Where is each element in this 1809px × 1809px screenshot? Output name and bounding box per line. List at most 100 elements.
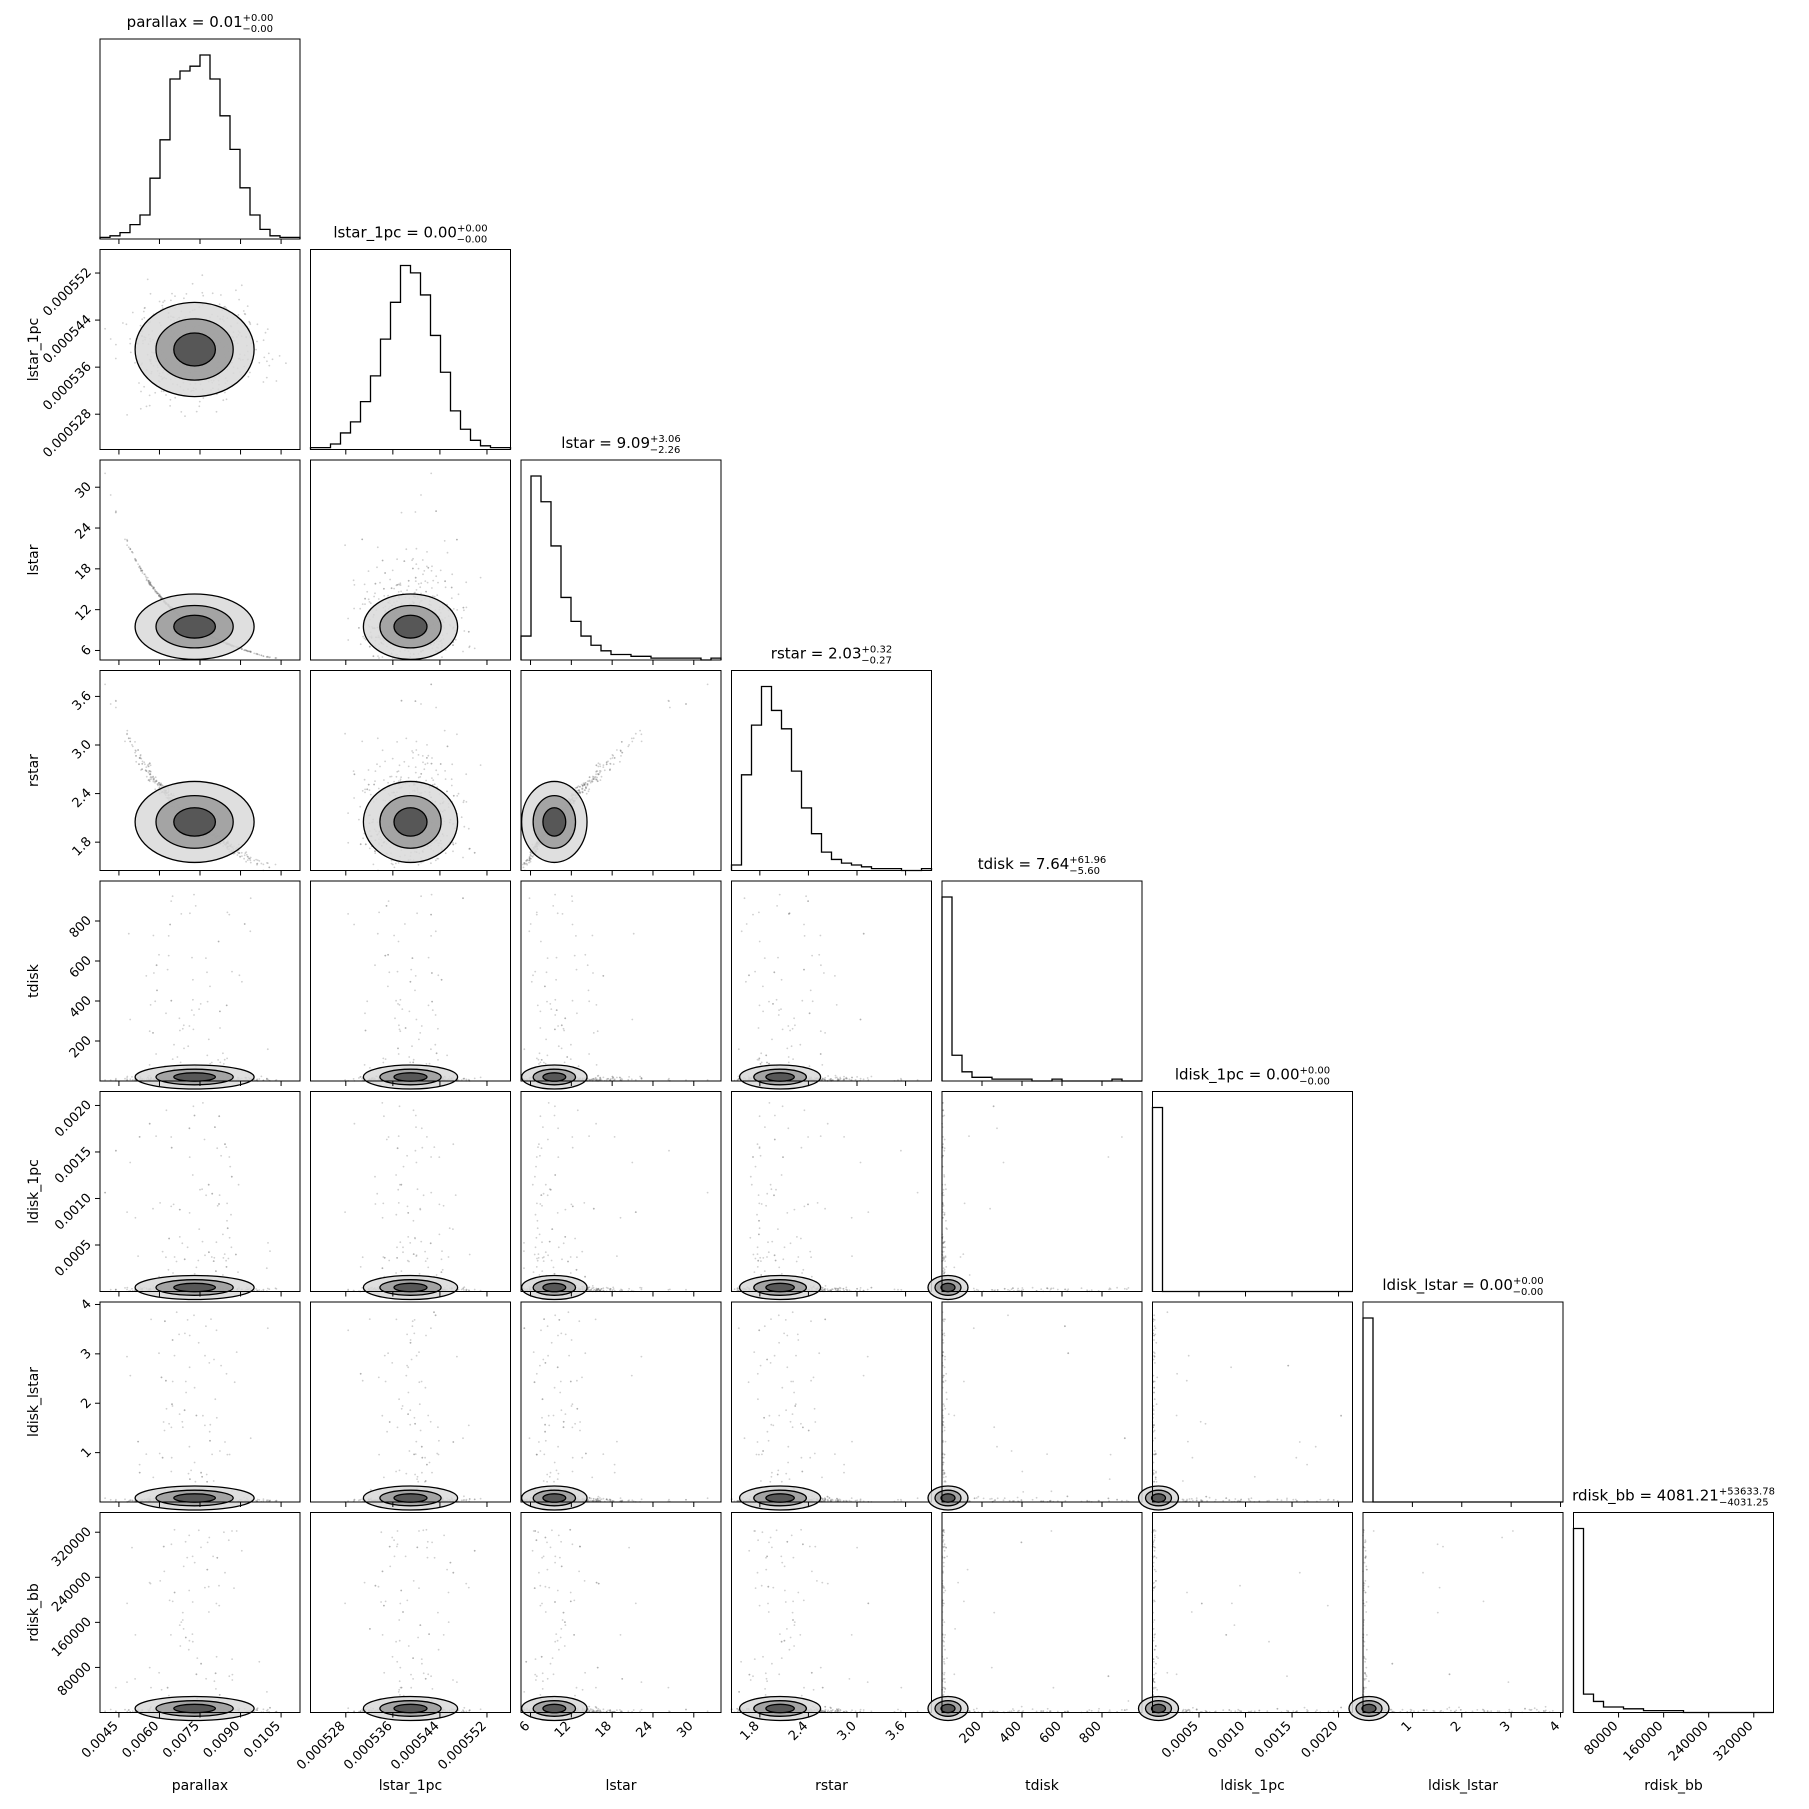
sample-point bbox=[379, 765, 381, 768]
sample-point bbox=[597, 765, 600, 768]
panel-title-parallax: parallax = 0.01+0.00 −0.00 bbox=[127, 13, 274, 35]
density-contour bbox=[173, 807, 217, 837]
sample-point bbox=[226, 911, 229, 914]
sample-point bbox=[387, 594, 389, 597]
sample-point bbox=[381, 559, 384, 562]
sample-point bbox=[127, 737, 130, 740]
sample-point bbox=[411, 559, 413, 562]
density-contour bbox=[173, 332, 217, 367]
sample-point bbox=[376, 546, 379, 549]
sample-point bbox=[126, 1075, 129, 1078]
sample-point bbox=[141, 768, 144, 771]
y-tick-label: 12 bbox=[73, 602, 95, 624]
y-tick-label: 6 bbox=[78, 643, 94, 659]
sample-point bbox=[417, 583, 420, 585]
sample-point bbox=[258, 1078, 261, 1080]
sample-point bbox=[147, 779, 150, 781]
sample-point bbox=[422, 573, 424, 576]
panel-frame bbox=[520, 459, 722, 661]
sample-point bbox=[574, 787, 577, 789]
sample-point bbox=[219, 1027, 221, 1029]
sample-point bbox=[426, 744, 428, 746]
sample-point bbox=[430, 472, 433, 475]
sample-point bbox=[180, 411, 183, 413]
sample-point bbox=[412, 751, 414, 754]
sample-point bbox=[591, 775, 594, 778]
sample-point bbox=[414, 576, 417, 579]
sample-point bbox=[430, 683, 433, 686]
sample-point bbox=[167, 954, 170, 957]
sample-point bbox=[602, 764, 605, 766]
sample-point bbox=[148, 1064, 151, 1066]
sample-point bbox=[377, 787, 380, 790]
sample-point bbox=[581, 785, 584, 787]
sample-point bbox=[525, 860, 528, 862]
sample-point bbox=[224, 391, 226, 394]
sample-point bbox=[244, 313, 247, 316]
sample-point bbox=[140, 569, 143, 572]
sample-point bbox=[220, 294, 222, 296]
sample-point bbox=[609, 769, 611, 771]
sample-point bbox=[201, 274, 204, 277]
sample-point bbox=[126, 414, 128, 416]
sample-point bbox=[151, 585, 153, 588]
sample-point bbox=[596, 780, 599, 783]
sample-point bbox=[129, 1078, 132, 1081]
sample-point bbox=[451, 573, 454, 576]
sample-point bbox=[403, 760, 406, 763]
sample-point bbox=[241, 855, 243, 857]
sample-point bbox=[444, 778, 447, 780]
sample-point bbox=[627, 745, 630, 748]
panel-rstar-rstar bbox=[730, 670, 933, 876]
sample-point bbox=[465, 801, 468, 803]
sample-point bbox=[139, 567, 142, 570]
sample-point bbox=[222, 399, 225, 402]
y-tick-label: 0.000536 bbox=[40, 359, 94, 413]
sample-point bbox=[531, 855, 534, 858]
sample-point bbox=[436, 594, 439, 596]
sample-point bbox=[396, 741, 398, 743]
sample-point bbox=[126, 1077, 128, 1079]
sample-point bbox=[373, 783, 375, 786]
sample-point bbox=[262, 381, 265, 383]
sample-point bbox=[609, 757, 612, 760]
sample-point bbox=[143, 761, 146, 764]
sample-point bbox=[190, 1009, 193, 1011]
sample-point bbox=[179, 1029, 181, 1032]
sample-point bbox=[353, 797, 355, 799]
sample-point bbox=[362, 837, 364, 840]
sample-point bbox=[238, 298, 241, 301]
sample-point bbox=[129, 351, 132, 354]
sample-point bbox=[609, 763, 612, 765]
sample-point bbox=[595, 764, 598, 767]
sample-point bbox=[621, 751, 624, 754]
sample-point bbox=[246, 859, 249, 861]
sample-point bbox=[134, 749, 137, 752]
sample-point bbox=[457, 593, 460, 596]
sample-point bbox=[174, 396, 177, 399]
sample-point bbox=[138, 763, 140, 766]
sample-point bbox=[211, 292, 214, 295]
sample-point bbox=[198, 405, 201, 408]
sample-point bbox=[441, 656, 443, 658]
sample-point bbox=[397, 862, 400, 864]
sample-point bbox=[262, 655, 265, 657]
sample-point bbox=[122, 322, 124, 324]
sample-point bbox=[437, 773, 439, 776]
sample-point bbox=[210, 1061, 213, 1064]
sample-point bbox=[244, 852, 247, 855]
sample-point bbox=[427, 566, 430, 569]
sample-point bbox=[450, 586, 453, 589]
sample-point bbox=[268, 364, 271, 367]
sample-point bbox=[217, 1059, 220, 1061]
sample-point bbox=[685, 703, 687, 705]
sample-point bbox=[245, 853, 248, 856]
sample-point bbox=[215, 410, 218, 413]
sample-point bbox=[353, 584, 356, 586]
sample-point bbox=[379, 581, 381, 584]
sample-point bbox=[444, 586, 447, 589]
sample-point bbox=[377, 655, 379, 657]
sample-point bbox=[149, 764, 152, 767]
sample-point bbox=[611, 757, 614, 759]
